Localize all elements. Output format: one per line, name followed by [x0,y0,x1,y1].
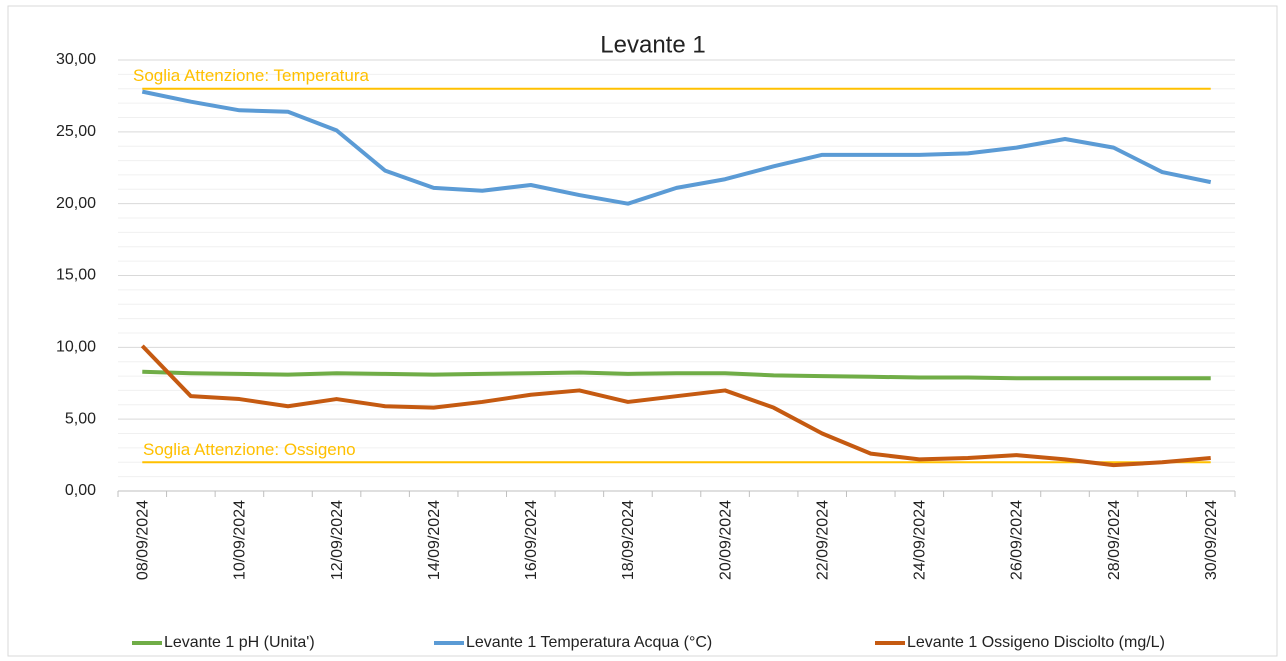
x-tick-label: 26/09/2024 [1009,500,1026,580]
threshold-label: Soglia Attenzione: Ossigeno [143,440,356,459]
chart-title: Levante 1 [600,31,705,58]
x-tick-label: 14/09/2024 [426,500,443,580]
y-tick-label: 0,00 [65,482,96,499]
y-tick-label: 15,00 [56,267,96,284]
x-tick-label: 22/09/2024 [814,500,831,580]
legend-label: Levante 1 Temperatura Acqua (°C) [466,634,712,651]
x-tick-label: 28/09/2024 [1106,500,1123,580]
series-line [140,344,1211,468]
legend-label: Levante 1 pH (Unita') [164,634,315,651]
x-tick-label: 20/09/2024 [717,500,734,580]
x-tick-label: 18/09/2024 [620,500,637,580]
series-line [141,89,1212,206]
y-tick-label: 20,00 [56,195,96,212]
y-tick-label: 30,00 [56,51,96,68]
series-line [142,369,1211,381]
x-tick-label: 16/09/2024 [523,500,540,580]
x-tick-label: 12/09/2024 [329,500,346,580]
y-tick-label: 25,00 [56,123,96,140]
x-tick-label: 10/09/2024 [232,500,249,580]
chart-border [7,5,1278,657]
y-tick-label: 5,00 [65,410,96,427]
threshold-label: Soglia Attenzione: Temperatura [133,66,369,85]
y-tick-label: 10,00 [56,339,96,356]
x-tick-label: 08/09/2024 [135,500,152,580]
x-tick-label: 30/09/2024 [1203,500,1220,580]
x-tick-label: 24/09/2024 [912,500,929,580]
legend-label: Levante 1 Ossigeno Disciolto (mg/L) [907,634,1165,651]
